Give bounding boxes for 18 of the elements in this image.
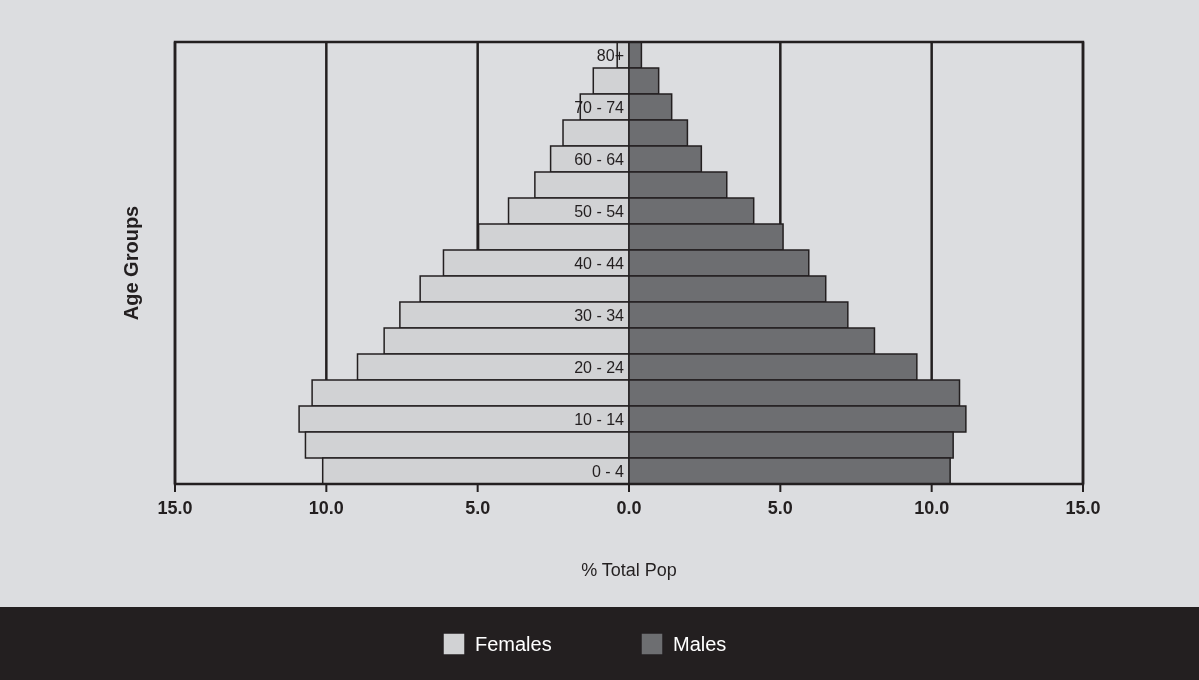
x-tick-label: 5.0: [767, 498, 793, 519]
x-tick-label: 15.0: [157, 498, 193, 519]
legend-label: Females: [475, 633, 552, 655]
y-tick-label: 40 - 44: [574, 254, 625, 272]
y-tick-label: 30 - 34: [574, 306, 625, 324]
x-tick-label: 0.0: [616, 498, 642, 519]
y-axis-title: Age Groups: [120, 205, 142, 321]
x-tick-label: 15.0: [1065, 498, 1101, 519]
x-axis-title: % Total Pop: [581, 560, 677, 580]
legend-label: Males: [673, 633, 727, 655]
y-tick-label: 0 - 4: [591, 462, 625, 480]
y-tick-label: 50 - 54: [574, 202, 625, 220]
x-tick-label: 5.0: [465, 498, 491, 519]
y-tick-label: 10 - 14: [574, 410, 625, 428]
x-tick-label: 10.0: [308, 498, 344, 519]
x-tick-label: 10.0: [914, 498, 950, 519]
y-tick-label: 20 - 24: [574, 358, 625, 376]
y-tick-label: 60 - 64: [574, 150, 625, 168]
